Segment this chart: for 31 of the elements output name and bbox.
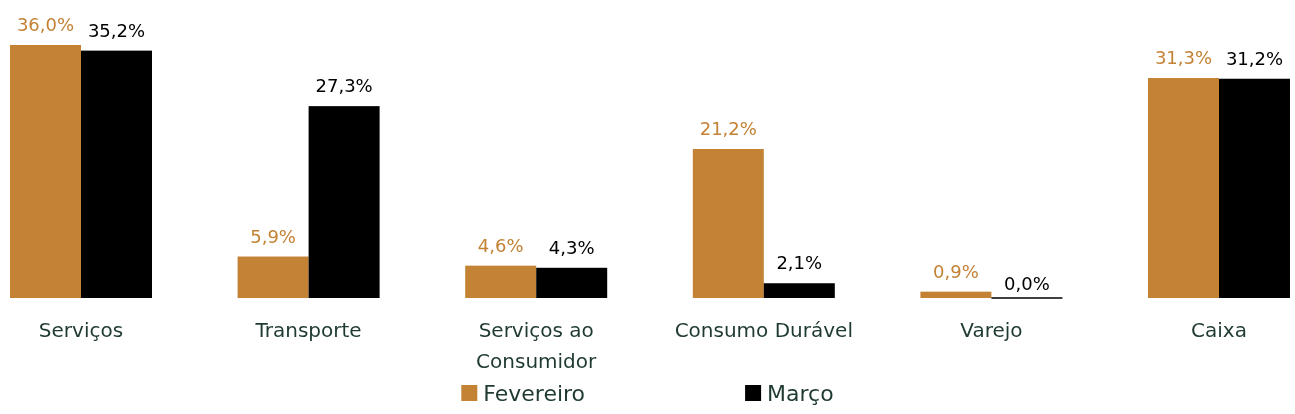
bar <box>692 149 764 298</box>
bar <box>237 256 309 298</box>
x-tick-label: Consumo Durável <box>674 318 853 342</box>
x-tick-label: Serviços ao Consumidor <box>476 318 598 373</box>
data-label: 4,3% <box>548 236 595 258</box>
bar <box>10 45 81 298</box>
data-label: 27,3% <box>315 75 373 97</box>
x-tick-label: Transporte <box>254 318 362 342</box>
data-label: 5,9% <box>250 225 296 247</box>
data-label: 35,2% <box>87 19 146 41</box>
bar <box>465 265 537 298</box>
data-label: 31,3% <box>1154 47 1213 69</box>
bar <box>536 267 608 298</box>
bar <box>81 50 152 298</box>
data-label: 31,2% <box>1225 47 1284 69</box>
data-label: 4,6% <box>477 234 524 256</box>
bar <box>308 106 380 298</box>
data-label: 21,2% <box>699 118 757 140</box>
legend-label: Março <box>767 381 834 406</box>
data-label: 0,9% <box>933 260 979 282</box>
legend-label: Fevereiro <box>483 381 586 406</box>
x-tick-label: Varejo <box>960 318 1023 342</box>
bar <box>920 291 992 298</box>
data-label: 0,0% <box>1004 273 1050 294</box>
data-label: 2,1% <box>776 252 823 274</box>
bar <box>1148 78 1219 298</box>
x-tick-label: Serviços <box>38 318 124 342</box>
x-tick-label: Caixa <box>1191 318 1247 342</box>
bar <box>763 283 835 298</box>
bar <box>1219 78 1290 298</box>
data-label: 36,0% <box>16 14 75 35</box>
